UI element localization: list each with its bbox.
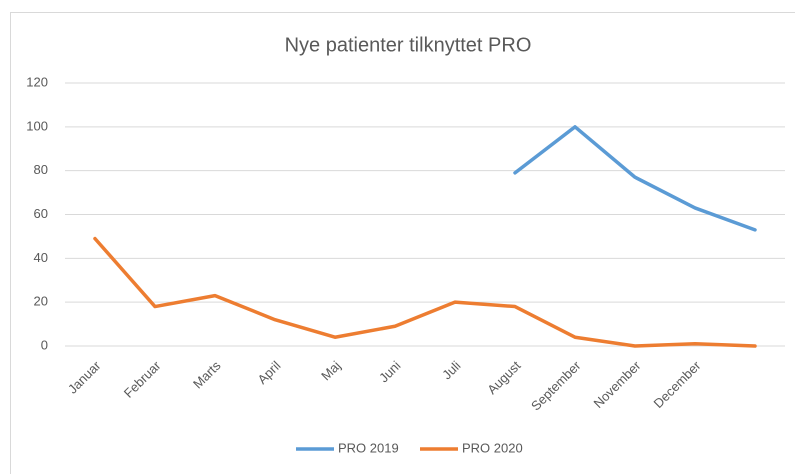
y-tick-label: 120 <box>26 74 48 89</box>
chart-title: Nye patienter tilknyttet PRO <box>285 34 532 56</box>
y-tick-label: 60 <box>34 206 48 221</box>
series-line <box>513 125 757 232</box>
legend-label: PRO 2019 <box>338 440 399 455</box>
chart-frame <box>10 12 795 474</box>
y-tick-label: 0 <box>41 337 48 352</box>
y-tick-label: 100 <box>26 118 48 133</box>
y-tick-label: 20 <box>34 294 48 309</box>
legend-label: PRO 2020 <box>462 440 523 455</box>
series-line <box>93 236 757 348</box>
y-tick-label: 80 <box>34 162 48 177</box>
y-tick-label: 40 <box>34 250 48 265</box>
